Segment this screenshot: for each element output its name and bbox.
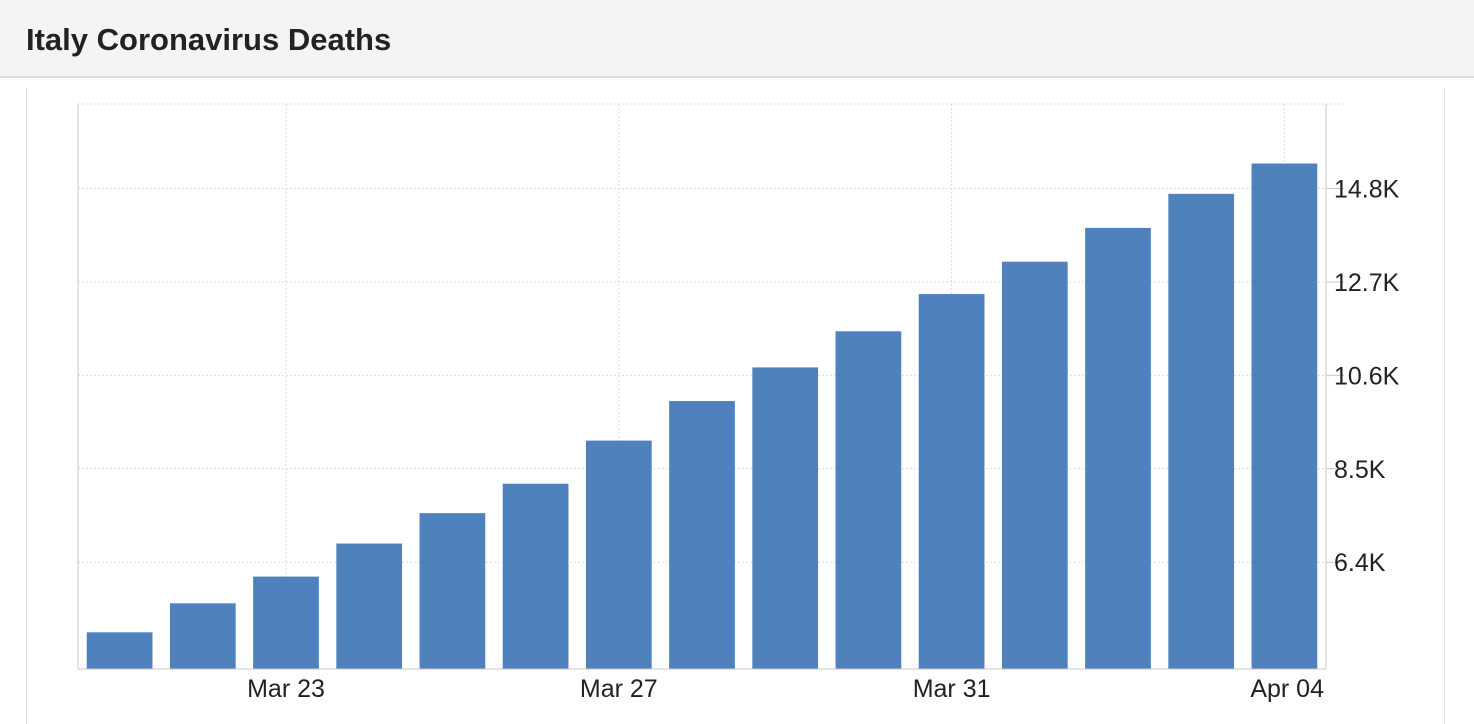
bar-mar-22 <box>169 603 236 669</box>
chart-title: Italy Coronavirus Deaths <box>26 22 392 57</box>
x-tick-label: Mar 27 <box>580 675 658 703</box>
y-tick-label: 8.5K <box>1334 456 1386 484</box>
chart-header: Italy Coronavirus Deaths <box>0 0 1474 78</box>
bar-apr-01 <box>1001 261 1068 669</box>
x-tick-label: Mar 23 <box>247 675 325 703</box>
bar-mar-30 <box>835 331 902 669</box>
y-tick-label: 6.4K <box>1334 549 1386 577</box>
y-tick-label: 10.6K <box>1334 362 1400 390</box>
panel-left-border <box>26 88 27 724</box>
x-tick-label: Apr 04 <box>1250 675 1324 703</box>
y-tick-label: 14.8K <box>1334 176 1400 204</box>
bar-mar-25 <box>419 513 486 669</box>
bar-mar-26 <box>502 483 569 669</box>
bar-apr-03 <box>1168 193 1235 669</box>
axes <box>77 104 1327 670</box>
bar-mar-31 <box>918 294 985 669</box>
x-tick-label: Mar 31 <box>913 675 991 703</box>
bar-mar-29 <box>752 367 819 669</box>
bar-mar-28 <box>669 401 735 669</box>
bar-apr-02 <box>1085 227 1151 670</box>
bars <box>86 163 1318 670</box>
y-axis-ticks: 6.4K 8.5K 10.6K 12.7K 14.8K <box>1334 176 1400 578</box>
bar-mar-27 <box>585 440 652 669</box>
bar-mar-24 <box>336 543 403 669</box>
panel-right-border <box>1444 88 1445 724</box>
x-axis-ticks: Mar 23 Mar 27 Mar 31 Apr 04 <box>247 675 1324 703</box>
y-tick-label: 12.7K <box>1334 269 1400 297</box>
bar-apr-04 <box>1251 163 1318 669</box>
bar-mar-23 <box>253 576 319 669</box>
bar-mar-21 <box>86 632 153 669</box>
